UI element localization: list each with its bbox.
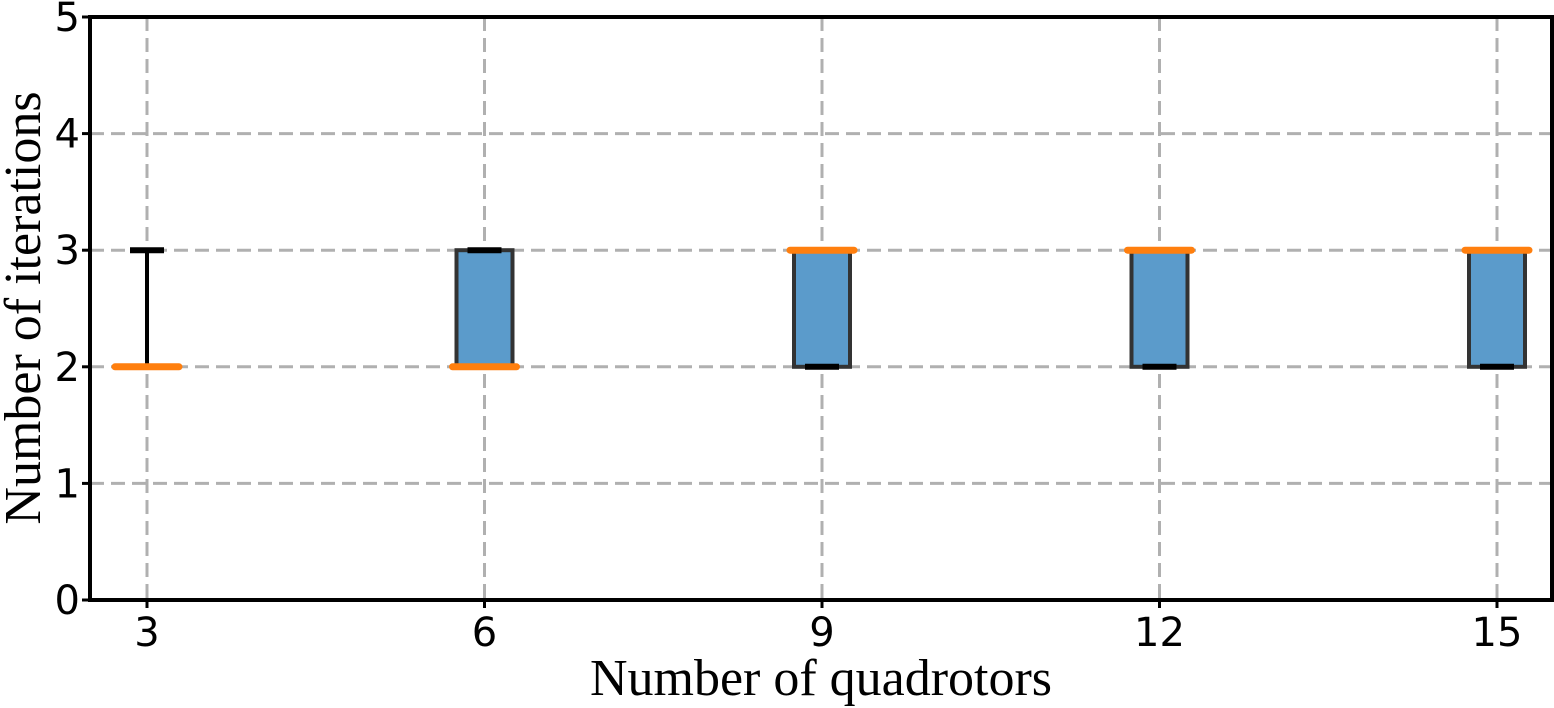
y-axis-label: Number of iterations <box>0 91 52 524</box>
boxes-group <box>111 246 1533 371</box>
box-6 <box>449 247 520 371</box>
x-tick-labels: 3 6 9 12 15 <box>134 600 1522 656</box>
y-tick-labels: 0 1 2 3 4 5 <box>55 0 90 624</box>
y-tick-label: 2 <box>55 345 80 391</box>
box-12 <box>1124 246 1195 370</box>
box-15 <box>1461 246 1533 370</box>
grid-lines <box>90 17 1552 600</box>
box-3 <box>111 247 183 371</box>
x-axis-label: Number of quadrotors <box>590 650 1052 707</box>
y-tick-label: 4 <box>55 112 80 158</box>
box-body <box>454 248 515 369</box>
y-tick-label: 1 <box>55 461 80 507</box>
box-body <box>1467 248 1527 369</box>
box-body <box>1129 248 1190 369</box>
y-tick-label: 3 <box>55 228 80 274</box>
x-tick-label: 6 <box>472 610 497 656</box>
box-body <box>792 248 852 369</box>
y-tick-label: 0 <box>55 578 80 624</box>
x-tick-label: 3 <box>134 610 159 656</box>
box-9 <box>786 246 858 370</box>
y-tick-label: 5 <box>55 0 80 41</box>
x-tick-label: 15 <box>1472 610 1523 656</box>
x-tick-label: 12 <box>1134 610 1185 656</box>
x-tick-label: 9 <box>809 610 834 656</box>
